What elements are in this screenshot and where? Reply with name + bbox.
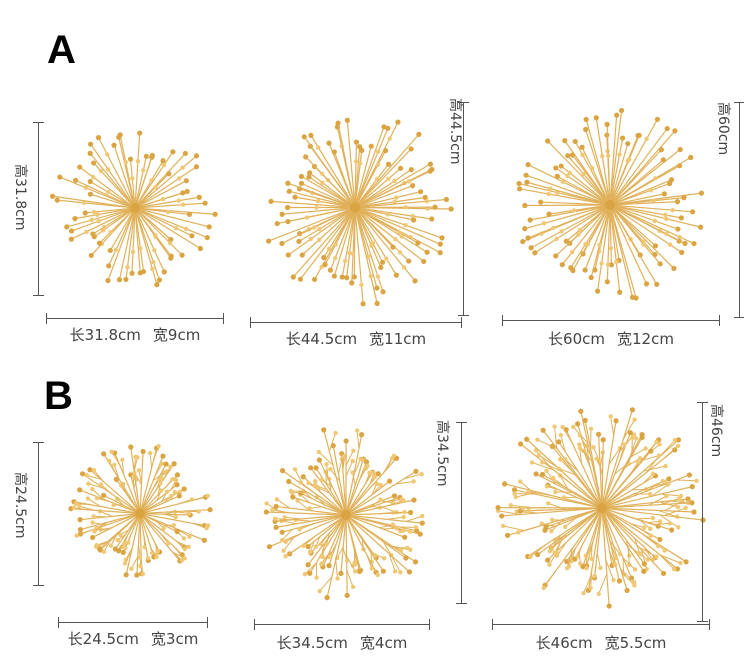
- height-dimension-line: [456, 422, 467, 604]
- height-label: 高24.5cm: [12, 472, 28, 539]
- width-label: 宽5.5cm: [604, 634, 667, 652]
- size-label: 长34.5cm 宽4cm: [254, 632, 430, 653]
- section-b-label: B: [44, 374, 73, 418]
- width-label: 宽4cm: [359, 634, 408, 652]
- length-label: 长44.5cm: [285, 330, 358, 348]
- height-label: 高34.5cm: [434, 420, 450, 487]
- height-label: 高60cm: [715, 102, 731, 156]
- size-label: 长44.5cm 宽11cm: [250, 328, 462, 349]
- section-a-label: A: [47, 28, 76, 72]
- length-dimension-line: [254, 619, 430, 630]
- starburst-decor-image: [49, 130, 218, 288]
- height-label: 高46cm: [708, 404, 724, 458]
- starburst-decor-image: [495, 407, 706, 609]
- length-dimension-line: [46, 313, 224, 324]
- length-label: 长24.5cm: [67, 630, 139, 648]
- length-label: 长60cm: [548, 330, 605, 348]
- length-label: 长46cm: [535, 634, 593, 652]
- width-label: 宽12cm: [617, 330, 674, 348]
- length-dimension-line: [250, 317, 462, 328]
- size-label: 长24.5cm 宽3cm: [58, 628, 208, 649]
- height-dimension-line: [33, 122, 44, 296]
- length-label: 长34.5cm: [276, 634, 348, 652]
- starburst-decor-image: [516, 107, 705, 301]
- starburst-decor-image: [68, 443, 213, 578]
- length-dimension-line: [502, 315, 720, 326]
- starburst-decor-image: [266, 117, 454, 307]
- starburst-decor-image: [263, 427, 425, 601]
- length-dimension-line: [492, 619, 710, 630]
- size-label: 长60cm 宽12cm: [502, 328, 720, 349]
- height-label: 高44.5cm: [447, 98, 463, 165]
- height-dimension-line: [697, 402, 708, 622]
- width-label: 宽11cm: [369, 330, 427, 348]
- height-dimension-line: [33, 442, 44, 586]
- length-dimension-line: [58, 617, 208, 628]
- height-label: 高31.8cm: [12, 164, 28, 231]
- size-label: 长31.8cm 宽9cm: [46, 324, 224, 345]
- height-dimension-line: [458, 102, 469, 316]
- height-dimension-line: [734, 102, 744, 318]
- width-label: 宽3cm: [150, 630, 199, 648]
- length-label: 长31.8cm: [69, 326, 141, 344]
- size-label: 长46cm 宽5.5cm: [492, 632, 710, 653]
- width-label: 宽9cm: [152, 326, 201, 344]
